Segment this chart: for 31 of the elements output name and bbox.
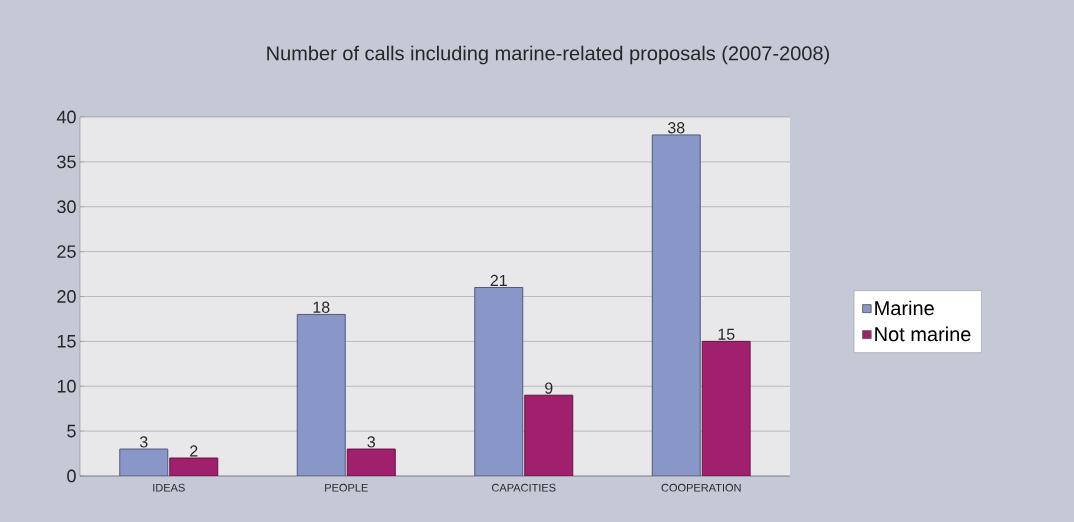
data-label: 2 xyxy=(190,445,198,457)
data-label: 9 xyxy=(545,382,553,394)
data-label: 38 xyxy=(667,122,685,134)
data-label: 15 xyxy=(718,328,735,340)
y-tick-label: 20 xyxy=(57,290,76,303)
x-tick-label: IDEAS xyxy=(153,483,185,492)
y-tick-label: 30 xyxy=(57,200,76,214)
x-tick-label: PEOPLE xyxy=(325,483,368,492)
data-label: 21 xyxy=(490,274,507,287)
bar xyxy=(651,134,701,476)
y-tick-label: 10 xyxy=(57,379,76,393)
y-tick-label: 35 xyxy=(57,155,76,169)
x-tick-label: CAPACITIES xyxy=(492,483,556,492)
bar xyxy=(119,448,169,476)
data-label: 3 xyxy=(139,436,148,448)
bar xyxy=(346,448,396,476)
data-label: 18 xyxy=(313,301,330,313)
y-tick-label: 15 xyxy=(57,335,76,348)
x-tick-label: COOPERATION xyxy=(661,483,741,492)
y-tick-label: 25 xyxy=(57,245,76,258)
bar xyxy=(701,340,751,476)
y-tick-label: 0 xyxy=(67,469,76,483)
legend-label: Not marine xyxy=(875,326,971,342)
y-tick-label: 40 xyxy=(56,110,76,124)
data-label: 3 xyxy=(367,436,375,448)
bar xyxy=(524,394,574,476)
y-tick-label: 5 xyxy=(67,424,76,438)
bar xyxy=(296,313,346,476)
bar xyxy=(474,287,524,476)
chart-title: Number of calls including marine-related proposals (2007-2008) xyxy=(267,45,829,65)
legend-label: Marine xyxy=(875,300,934,316)
